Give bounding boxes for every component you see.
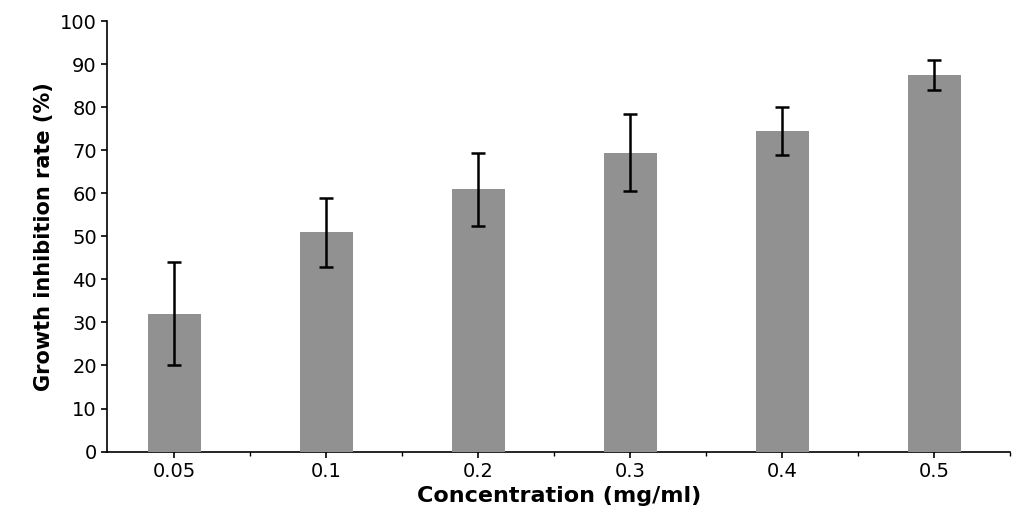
Bar [756, 131, 809, 451]
Bar [604, 152, 656, 451]
Bar [147, 314, 201, 451]
Bar [300, 232, 353, 451]
X-axis label: Concentration (mg/ml): Concentration (mg/ml) [417, 486, 700, 507]
Y-axis label: Growth inhibition rate (%): Growth inhibition rate (%) [35, 82, 54, 391]
Bar [452, 189, 505, 451]
Bar [907, 75, 961, 451]
